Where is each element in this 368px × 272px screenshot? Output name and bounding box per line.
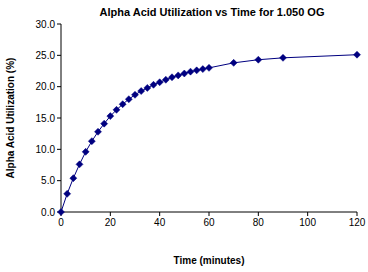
y-tick-label: 5.0 [41,175,55,186]
y-tick-label: 10.0 [36,144,56,155]
data-point [255,56,262,63]
x-tick [209,212,210,216]
x-tick-label: 0 [58,217,64,228]
y-tick-label: 20.0 [36,81,56,92]
x-axis-label: Time (minutes) [174,255,245,266]
y-tick-label: 15.0 [36,113,56,124]
x-tick-label: 80 [253,217,265,228]
data-point [107,113,114,120]
data-point [193,67,200,74]
data-point [144,84,151,91]
y-tick-label: 30.0 [36,19,56,30]
data-point [138,88,145,95]
data-point [354,51,361,58]
series-line [61,55,357,212]
data-point [230,59,237,66]
plot-data [58,51,361,215]
x-tick [159,212,160,216]
data-point [280,54,287,61]
x-tick-label: 120 [349,217,366,228]
y-tick [57,55,61,56]
data-point [119,101,126,108]
data-point [76,161,83,168]
data-point [64,190,71,197]
data-point [125,96,132,103]
data-point [88,138,95,145]
y-tick [57,149,61,150]
data-point [70,175,77,182]
y-axis-label: Alpha Acid Utilization (%) [5,58,16,179]
x-tick-label: 60 [203,217,215,228]
data-point [113,106,120,113]
data-point [95,128,102,135]
x-tick-label: 40 [154,217,166,228]
x-tick [110,212,111,216]
data-point [58,209,65,216]
x-tick-label: 100 [299,217,316,228]
data-point [169,74,176,81]
y-tick [57,118,61,119]
data-point [199,66,206,73]
title: Alpha Acid Utilization vs Time for 1.050… [100,6,325,18]
data-point [82,148,89,155]
x-tick-label: 20 [105,217,117,228]
x-tick [307,212,308,216]
data-point [101,120,108,127]
y-tick [57,180,61,181]
chart: Alpha Acid Utilization vs Time for 1.050… [0,0,368,272]
x-tick [258,212,259,216]
x-tick [357,212,358,216]
data-point [175,72,182,79]
data-point [181,70,188,77]
data-point [187,68,194,75]
y-tick-label: 0.0 [41,207,55,218]
y-tick-label: 25.0 [36,50,56,61]
y-tick [57,24,61,25]
y-tick [57,86,61,87]
data-point [206,64,213,71]
data-point [132,91,139,98]
